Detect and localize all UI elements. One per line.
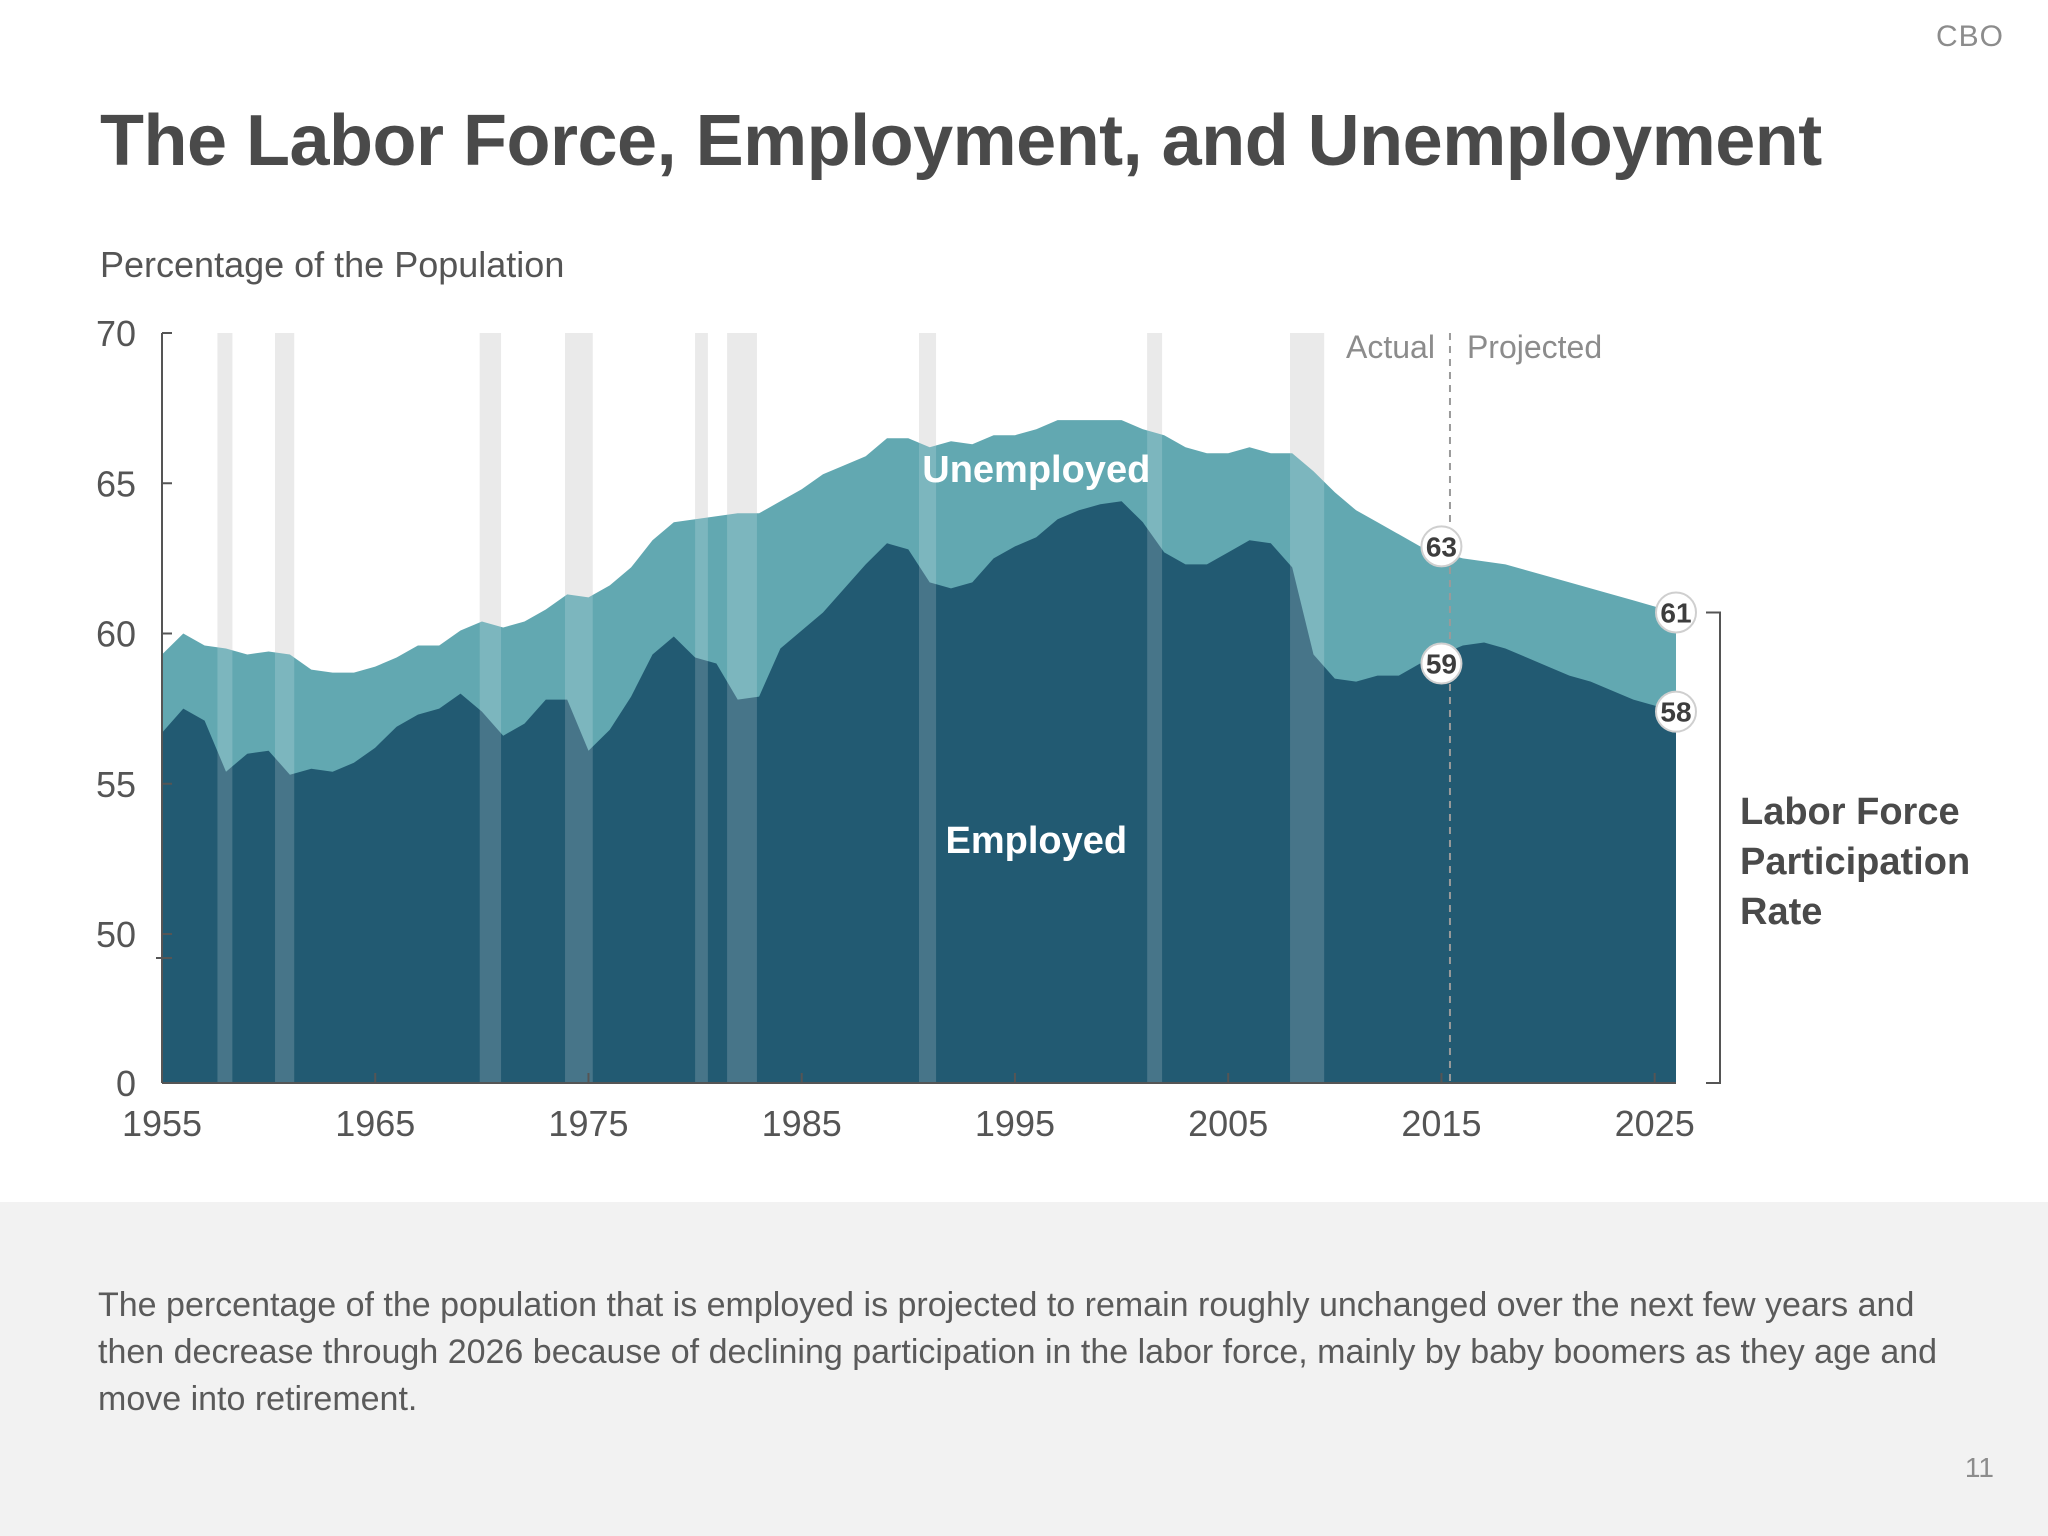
labor-force-chart: 0 50 55 60 65 70 1955 1965 1975 1985 1995 2005 2015 2… <box>96 313 1970 1144</box>
recession-overlay <box>565 333 593 1083</box>
y-tick-label: 0 <box>116 1063 136 1104</box>
caption-text: The percentage of the population that is… <box>98 1286 1938 1418</box>
value-callout-circle <box>1420 525 1463 568</box>
x-tick-label: 2025 <box>1615 1103 1695 1144</box>
bracket-label-line: Participation <box>1740 841 1970 883</box>
recession-overlay <box>919 333 937 1083</box>
y-axis-label: Percentage of the Population <box>100 244 565 285</box>
recession-overlay <box>479 333 502 1083</box>
recession-overlay <box>727 333 757 1083</box>
y-tick-label: 50 <box>96 914 136 955</box>
bracket-label-line: Rate <box>1740 891 1822 933</box>
recession-overlay <box>1290 333 1325 1083</box>
recession-overlay <box>1147 333 1163 1083</box>
participation-bracket <box>1706 611 1721 1084</box>
value-callout-circle <box>1655 591 1697 634</box>
employed-label: Employed <box>945 820 1127 862</box>
page-title: The Labor Force, Employment, and Unemplo… <box>100 101 1822 181</box>
value-callout-label: 61 <box>1660 597 1691 628</box>
value-callout-label: 58 <box>1660 697 1691 728</box>
footer-panel: The percentage of the population that is… <box>0 1202 2048 1536</box>
recession-overlay <box>695 333 708 1083</box>
projected-label: Projected <box>1467 329 1602 365</box>
x-tick-label: 1975 <box>548 1103 628 1144</box>
value-callout-circle <box>1420 642 1463 685</box>
x-tick-label: 2015 <box>1401 1103 1481 1144</box>
recession-overlay <box>275 333 295 1083</box>
x-tick-label: 1985 <box>762 1103 842 1144</box>
cbo-logo: CBO <box>1935 20 2004 53</box>
value-callout-circle <box>1655 690 1697 733</box>
value-callout-label: 63 <box>1426 531 1457 562</box>
x-tick-label: 2005 <box>1188 1103 1268 1144</box>
y-tick-label: 60 <box>96 614 136 655</box>
page-number: 11 <box>1964 1452 1994 1483</box>
recession-overlay <box>217 333 233 1083</box>
unemployed-label: Unemployed <box>922 449 1150 491</box>
employed-area <box>162 501 1676 1083</box>
actual-label: Actual <box>1346 329 1435 365</box>
y-tick-label: 65 <box>96 463 136 504</box>
x-tick-label: 1955 <box>122 1103 202 1144</box>
y-tick-label: 55 <box>96 764 136 805</box>
bracket-label-line: Labor Force <box>1740 791 1960 833</box>
value-callout-label: 59 <box>1426 649 1457 680</box>
x-tick-label: 1965 <box>335 1103 415 1144</box>
y-tick-label: 70 <box>96 313 136 354</box>
x-tick-label: 1995 <box>975 1103 1055 1144</box>
